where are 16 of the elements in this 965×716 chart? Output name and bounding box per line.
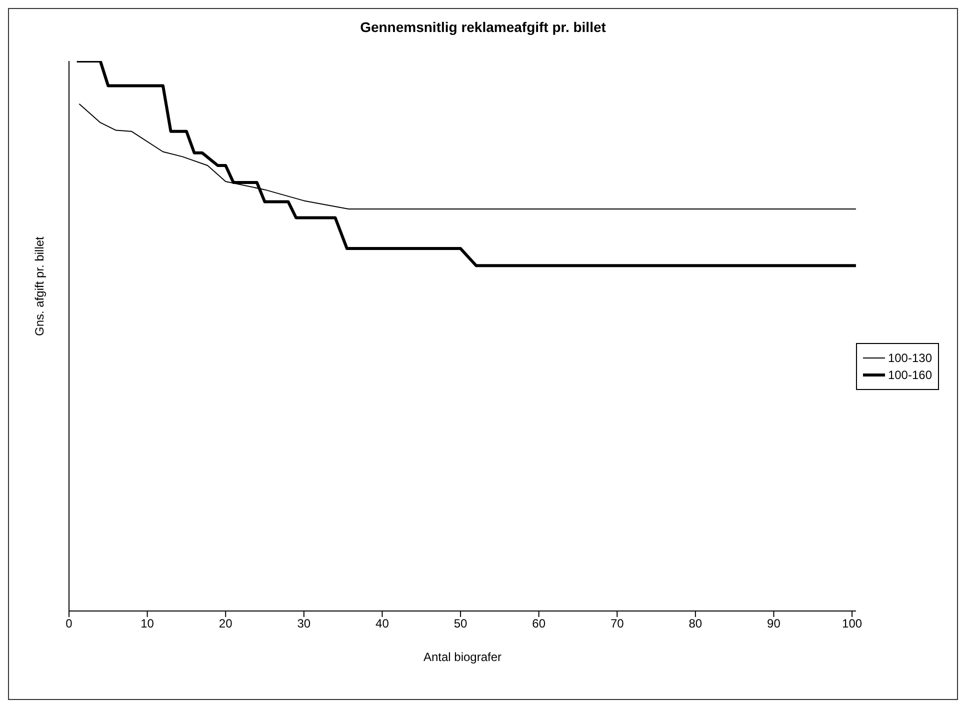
x-tick-label: 70 bbox=[610, 616, 624, 631]
x-tick-label: 10 bbox=[140, 616, 154, 631]
x-tick-label: 100 bbox=[842, 616, 862, 631]
x-tick-label: 60 bbox=[532, 616, 546, 631]
y-axis-title: Gns. afgift pr. billet bbox=[32, 236, 46, 336]
x-tick-label: 0 bbox=[66, 616, 73, 631]
legend-label: 100-130 bbox=[888, 350, 932, 364]
x-axis-title: Antal biografer bbox=[423, 650, 502, 664]
chart-title: Gennemsnitlig reklameafgift pr. billet bbox=[359, 19, 607, 37]
x-tick-label: 40 bbox=[376, 616, 390, 631]
x-tick-label: 30 bbox=[297, 616, 311, 631]
legend-label: 100-160 bbox=[888, 368, 932, 382]
x-tick-label: 90 bbox=[767, 616, 781, 631]
x-tick-label: 20 bbox=[218, 616, 233, 631]
x-tick-label: 80 bbox=[688, 616, 702, 631]
x-tick-label: 50 bbox=[454, 616, 468, 631]
